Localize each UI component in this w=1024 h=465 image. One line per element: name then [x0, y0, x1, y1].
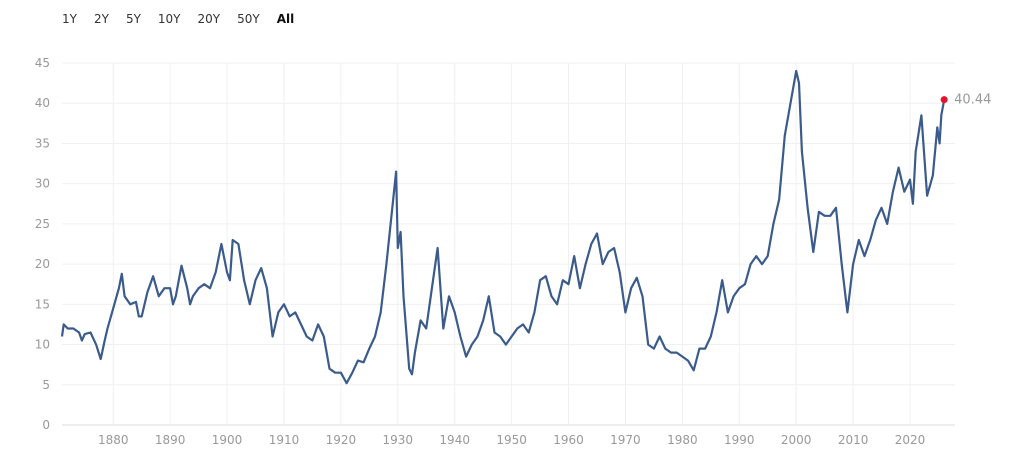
last-value-marker [940, 96, 948, 104]
y-tick-label: 25 [35, 217, 50, 231]
range-button-2y[interactable]: 2Y [93, 12, 109, 26]
x-tick-label: 1920 [326, 433, 357, 447]
cape-line [60, 69, 946, 385]
x-tick-label: 1990 [724, 433, 755, 447]
range-button-50y[interactable]: 50Y [237, 12, 260, 26]
range-button-all[interactable]: All [276, 12, 295, 26]
x-tick-label: 1950 [496, 433, 527, 447]
last-value-label: 40.44 [954, 93, 991, 108]
x-tick-label: 1890 [155, 433, 186, 447]
y-tick-label: 40 [35, 96, 50, 110]
y-tick-label: 0 [42, 418, 50, 432]
range-button-1y[interactable]: 1Y [62, 12, 77, 26]
y-tick-label: 10 [35, 338, 50, 352]
range-selector: 1Y 2Y 5Y 10Y 20Y 50Y All [62, 12, 311, 26]
x-tick-label: 1910 [269, 433, 300, 447]
y-tick-label: 45 [35, 56, 50, 70]
y-tick-label: 15 [35, 297, 50, 311]
x-tick-label: 1970 [610, 433, 641, 447]
y-tick-label: 35 [35, 136, 50, 150]
x-tick-label: 2010 [838, 433, 869, 447]
y-tick-label: 20 [35, 257, 50, 271]
x-tick-label: 1940 [439, 433, 470, 447]
x-tick-label: 1900 [212, 433, 243, 447]
x-tick-label: 1880 [98, 433, 129, 447]
range-button-10y[interactable]: 10Y [157, 12, 181, 26]
y-tick-label: 30 [35, 177, 50, 191]
x-tick-label: 2000 [781, 433, 812, 447]
x-tick-label: 2020 [895, 433, 926, 447]
y-tick-label: 5 [42, 378, 50, 392]
x-tick-label: 1960 [553, 433, 584, 447]
range-button-5y[interactable]: 5Y [125, 12, 141, 26]
x-tick-label: 1980 [667, 433, 698, 447]
range-button-20y[interactable]: 20Y [197, 12, 221, 26]
x-tick-label: 1930 [383, 433, 414, 447]
